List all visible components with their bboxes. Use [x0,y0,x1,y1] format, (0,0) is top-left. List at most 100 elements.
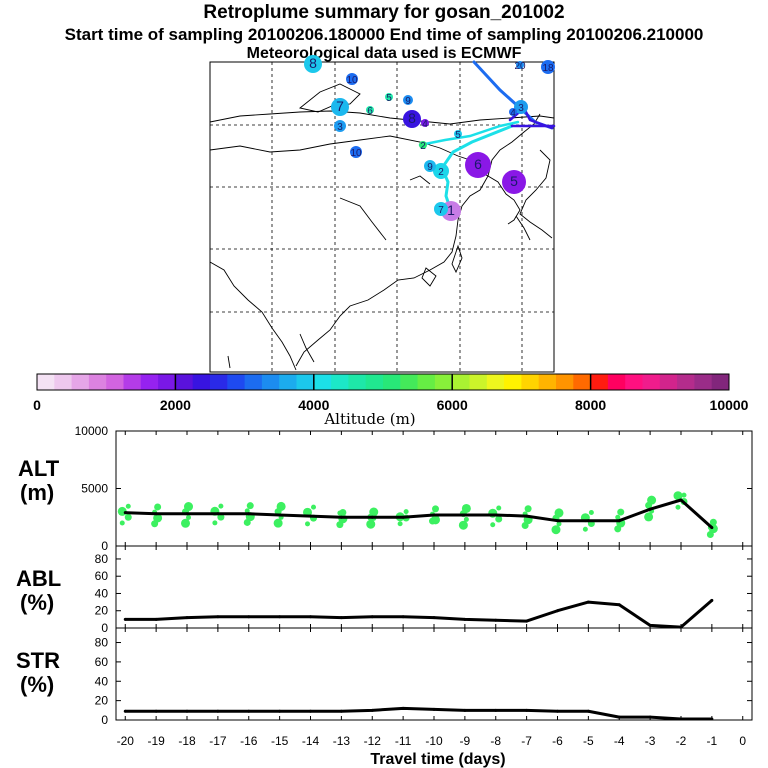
abl-data-point [339,616,343,620]
alt-scatter-point [369,507,379,517]
marker-dot [433,163,449,179]
str-data-point [463,708,467,712]
colorbar-swatch [556,374,574,390]
colorbar-swatch [140,374,159,390]
y-tick-label: 20 [95,604,109,618]
alt-data-point [648,507,652,511]
x-tick-label: -16 [240,734,258,748]
alt-scatter-point [184,502,194,512]
y-tick-label: 20 [95,694,109,708]
x-tick-label: -12 [364,734,382,748]
abl-data-point [648,623,652,627]
colorbar-swatch [625,374,643,390]
alt-data-point [710,526,714,530]
alt-scatter-point [582,526,588,532]
abl-data-point [555,609,559,613]
marker-label: 1 [447,202,455,218]
alt-data-point [216,512,220,516]
alt-scatter-point [124,513,132,521]
abl-data-point [154,617,158,621]
colorbar-swatch [607,374,626,390]
colorbar-swatch [37,374,55,390]
alt-scatter-point [218,503,224,509]
marker-label: 6 [474,156,482,172]
str-data-point [216,709,220,713]
marker-dot [419,141,427,149]
panel-frame [115,430,753,547]
alt-scatter-point [644,512,654,522]
chart-title: Retroplume summary for gosan_201002 [203,2,565,23]
str-data-point [494,708,498,712]
alt-data-point [339,515,343,519]
alt-data-point [463,513,467,517]
colorbar-swatch [659,374,678,390]
trajectory-marker: 7 [331,98,349,116]
marker-label: 20 [514,61,526,72]
str-data-point [679,717,683,721]
marker-label: 4 [422,119,428,130]
alt-scatter-point [458,520,468,530]
marker-dot [434,202,448,216]
marker-dot [366,106,374,114]
marker-dot [350,146,362,158]
trajectory-marker: 5 [454,130,462,141]
marker-dot [514,100,528,114]
trajectory-marker: 6 [366,106,374,117]
marker-label: 5 [510,173,518,189]
colorbar-swatch [192,374,211,390]
abl-data-point [309,615,313,619]
colorbar-tick-label: 6000 [437,397,468,413]
colorbar-swatch [313,374,332,390]
alt-data-point [154,512,158,516]
x-tick-label: -7 [521,734,532,748]
alt-scatter-point [463,516,469,522]
marker-dot [516,61,524,69]
marker-dot [541,60,555,74]
colorbar-swatch [279,374,297,390]
colorbar-swatch [452,374,470,390]
alt-scatter-point [551,525,561,535]
trajectory-marker: 7 [434,202,448,216]
alt-scatter-point [461,503,471,513]
alt-scatter-point [675,504,681,510]
colorbar-swatch [417,374,436,390]
alt-scatter-point [366,519,376,529]
alt-scatter-point [431,515,440,525]
colorbar-tick-label: 10000 [710,397,749,413]
alt-data-point [494,513,498,517]
alt-series-line [125,498,713,529]
trajectory-marker: 4 [509,108,517,119]
marker-label: 2 [420,141,426,152]
marker-label: 6 [367,106,373,117]
y-tick-label: 40 [95,674,109,688]
y-tick-label: 60 [95,655,109,669]
x-tick-label: -14 [302,734,320,748]
alt-scatter-point [588,509,594,515]
str-data-point [247,709,251,713]
str-data-point [278,709,282,713]
y-tick-label: 40 [95,586,109,600]
colorbar-swatch [677,374,695,390]
colorbar-swatch [521,374,540,390]
colorbar-swatch [123,374,142,390]
x-tick-label: -10 [425,734,443,748]
trajectory-marker: 6 [465,152,491,178]
trajectory-marker: 10 [346,73,358,86]
marker-label: 2 [438,167,444,178]
marker-label: 10 [346,75,358,86]
alt-scatter-point [125,503,131,509]
abl-data-point [278,615,282,619]
alt-scatter-point [244,508,250,514]
x-tick-label: -9 [460,734,471,748]
abl-data-point [586,600,590,604]
marker-label: 5 [386,93,392,104]
alt-scatter-point [495,515,503,523]
marker-label: 8 [408,110,416,126]
map-graticule [210,62,554,372]
y-tick-label: 80 [95,552,109,566]
colorbar-swatch [400,374,418,390]
colorbar-tick-label: 8000 [575,397,606,413]
abl-data-point [216,615,220,619]
